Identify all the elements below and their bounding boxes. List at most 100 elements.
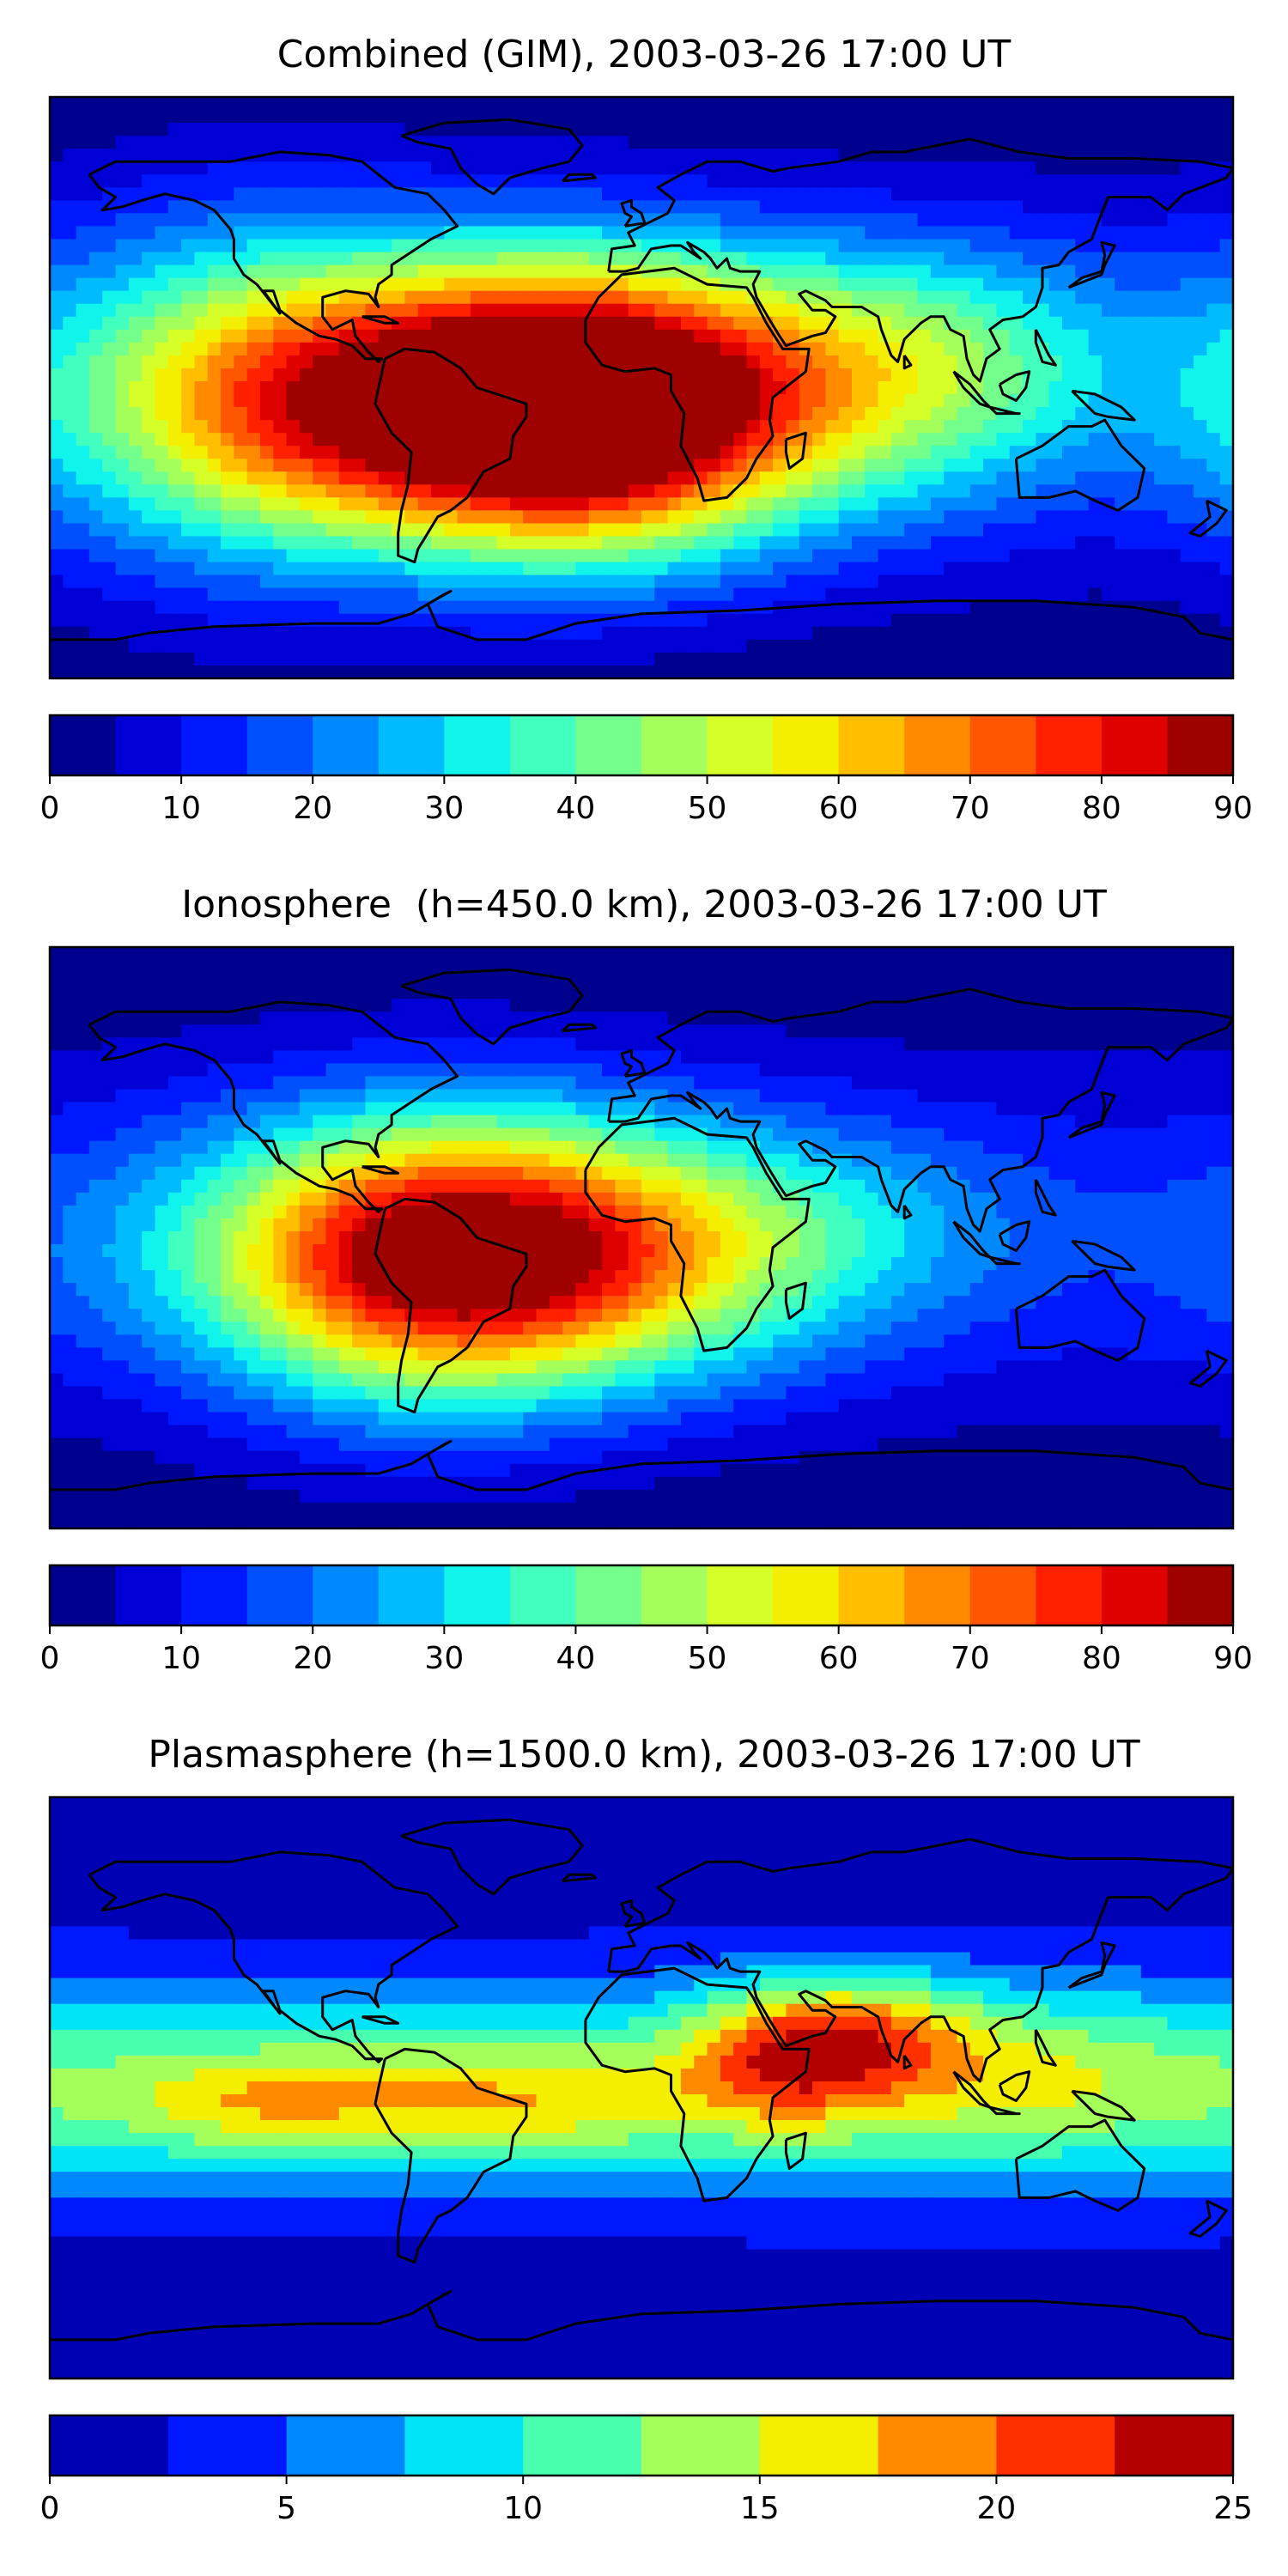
heatmap-cell (930, 110, 945, 124)
heatmap-cell (286, 1012, 301, 1025)
colorbar-tick-label: 20 (293, 791, 332, 826)
heatmap-cell (167, 200, 182, 214)
heatmap-cell (1219, 123, 1233, 137)
heatmap-cell (759, 1063, 774, 1078)
heatmap-cell (325, 523, 340, 538)
heatmap-cell (1009, 380, 1024, 395)
heatmap-cell (562, 161, 577, 175)
colorbar-segment (313, 715, 380, 775)
heatmap-cell (1009, 303, 1024, 318)
heatmap-cell (313, 368, 327, 382)
heatmap-cell (1036, 136, 1050, 149)
heatmap-cell (365, 587, 380, 602)
heatmap-cell (431, 523, 445, 538)
heatmap-cell (1061, 446, 1076, 459)
heatmap-cell (825, 960, 840, 974)
heatmap-cell (930, 97, 945, 111)
heatmap-cell (1075, 316, 1090, 331)
heatmap-cell (996, 973, 1011, 987)
heatmap-cell (983, 380, 997, 395)
heatmap-cell (365, 947, 380, 961)
heatmap-cell (142, 161, 156, 175)
heatmap-cell (194, 97, 209, 111)
heatmap-cell (549, 433, 563, 447)
heatmap-cell (392, 355, 405, 369)
heatmap-cell (352, 562, 367, 576)
heatmap-cell (378, 97, 392, 111)
heatmap-cell (1048, 613, 1063, 628)
heatmap-cell (957, 484, 971, 498)
heatmap-cell (417, 549, 432, 563)
heatmap-cell (904, 342, 919, 356)
heatmap-cell (88, 355, 103, 369)
heatmap-cell (667, 574, 682, 589)
heatmap-cell (392, 200, 405, 214)
heatmap-cell (142, 960, 156, 974)
heatmap-cell (838, 277, 853, 292)
heatmap-cell (246, 174, 261, 188)
heatmap-cell (417, 471, 432, 485)
heatmap-cell (1023, 213, 1036, 228)
heatmap-cell (102, 149, 117, 162)
heatmap-cell (221, 252, 234, 266)
heatmap-cell (496, 510, 511, 525)
heatmap-cell (444, 600, 459, 615)
heatmap-cell (378, 459, 392, 472)
heatmap-cell (957, 161, 971, 175)
heatmap-cell (444, 1012, 459, 1025)
heatmap-cell (602, 1012, 616, 1025)
heatmap-cell (286, 252, 301, 266)
heatmap-cell (470, 97, 484, 111)
heatmap-cell (1140, 161, 1155, 175)
heatmap-cell (115, 123, 130, 137)
heatmap-cell (221, 136, 234, 149)
heatmap-cell (1180, 174, 1194, 188)
heatmap-cell (825, 639, 840, 653)
heatmap-cell (694, 562, 708, 576)
heatmap-cell (1048, 277, 1063, 292)
heatmap-cell (155, 149, 169, 162)
heatmap-cell (865, 264, 879, 279)
heatmap-cell (1009, 574, 1024, 589)
heatmap-cell (720, 161, 734, 175)
heatmap-cell (983, 947, 997, 961)
heatmap-cell (1180, 639, 1194, 653)
heatmap-cell (246, 1012, 261, 1025)
heatmap-cell (1048, 497, 1063, 512)
heatmap-cell (1140, 497, 1155, 512)
heatmap-cell (1009, 562, 1024, 576)
heatmap-cell (1167, 290, 1182, 305)
heatmap-cell (115, 497, 130, 512)
heatmap-cell (234, 380, 248, 395)
heatmap-cell (115, 355, 130, 369)
heatmap-cell (1075, 665, 1090, 678)
heatmap-cell (115, 613, 130, 628)
heatmap-cell (155, 459, 169, 472)
heatmap-cell (404, 1050, 419, 1064)
heatmap-cell (234, 1050, 248, 1064)
heatmap-cell (378, 264, 392, 279)
heatmap-cell (602, 329, 616, 343)
heatmap-cell (602, 123, 616, 137)
heatmap-cell (299, 600, 313, 615)
heatmap-cell (969, 973, 984, 987)
heatmap-cell (1154, 394, 1169, 408)
heatmap-cell (825, 947, 840, 961)
heatmap-cell (615, 973, 629, 987)
heatmap-cell (799, 239, 813, 253)
heatmap-cell (1036, 574, 1050, 589)
heatmap-cell (1180, 355, 1194, 369)
heatmap-cell (1075, 587, 1090, 602)
heatmap-cell (615, 394, 629, 408)
heatmap-cell (523, 97, 538, 111)
heatmap-cell (983, 110, 997, 124)
heatmap-cell (930, 960, 945, 974)
heatmap-cell (1219, 187, 1233, 201)
heatmap-cell (392, 510, 405, 525)
heatmap-cell (483, 973, 498, 987)
heatmap-cell (76, 510, 90, 525)
heatmap-cell (996, 665, 1011, 678)
heatmap-cell (444, 1024, 459, 1038)
heatmap-cell (417, 1063, 432, 1078)
heatmap-cell (1127, 200, 1142, 214)
